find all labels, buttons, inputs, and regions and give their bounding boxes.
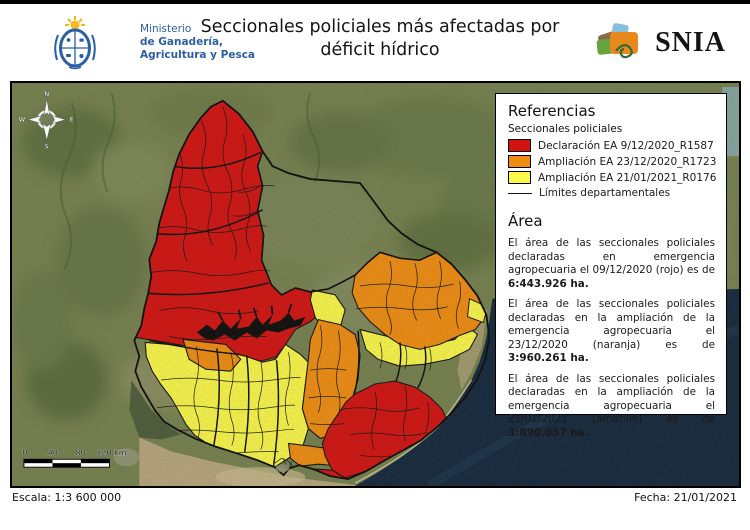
area-paragraph-text: El área de las seccionales policiales de… (508, 298, 715, 351)
compass-n-label: N (44, 91, 49, 98)
legend-item-label: Declaración EA 9/12/2020_R1587 (538, 139, 714, 152)
ministry-name-line3: Agricultura y Pesca (140, 49, 256, 62)
header: Ministerio de Ganadería, Agricultura y P… (0, 4, 750, 81)
legend-item-label: Ampliación EA 23/12/2020_R1723 (538, 155, 717, 168)
scale-label-80: 80 (76, 448, 86, 457)
map-title: Seccionales policiales más afectadas por… (195, 16, 565, 62)
area-value: 6:443.926 ha. (508, 277, 589, 290)
legend-item-label: Ampliación EA 21/01/2021_R0176 (538, 171, 717, 184)
ministry-name: Ministerio de Ganadería, Agricultura y P… (140, 23, 255, 62)
legend-title: Referencias (508, 102, 596, 120)
map-date-text: Fecha: 21/01/2021 (634, 491, 737, 504)
compass-w-label: W (19, 117, 26, 124)
legend-swatch-orange (508, 155, 531, 168)
map-title-line1: Seccionales policiales más afectadas por (200, 17, 560, 37)
area-paragraph-orange: El área de las seccionales policiales de… (508, 298, 715, 366)
map-scale-text: Escala: 1:3 600 000 (12, 491, 122, 504)
compass-s-label: S (45, 143, 49, 150)
legend-swatch-yellow (508, 171, 531, 184)
compass-e-label: E (70, 117, 74, 124)
compass-rose-icon: N E S W (19, 91, 74, 151)
ministry-name-line1: Ministerio (140, 22, 192, 35)
snia-brand: SNIA (596, 22, 726, 64)
footer: Escala: 1:3 600 000 Fecha: 21/01/2021 (0, 488, 750, 504)
ministry-brand: Ministerio de Ganadería, Agricultura y P… (52, 15, 255, 70)
legend-swatch-red (508, 139, 531, 152)
legend-item-label: Límites departamentales (539, 187, 671, 199)
ministry-crest-icon (54, 15, 96, 69)
map-title-line2: déficit hídrico (320, 40, 440, 61)
legend-item-ampliacion-1: Ampliación EA 23/12/2020_R1723 (508, 155, 717, 168)
scale-label-0: 0 (22, 448, 27, 457)
area-value: 3:890.057 ha. (508, 426, 589, 439)
scale-bar: 0 40 80 120 km (22, 448, 127, 468)
ministry-name-line2: de Ganadería, (140, 35, 224, 48)
map: N E S W 0 40 80 120 km (10, 81, 741, 488)
area-paragraph-text: El área de las seccionales policiales de… (508, 372, 715, 426)
area-paragraph-yellow: El área de las seccionales policiales de… (508, 373, 715, 441)
legend-item-departmental-limits: Límites departamentales (508, 187, 715, 199)
legend-item-ampliacion-2: Ampliación EA 21/01/2021_R0176 (508, 171, 717, 184)
snia-logo-icon (596, 23, 639, 59)
area-paragraph-red: El área de las seccionales policiales de… (508, 237, 715, 291)
scale-label-120km: 120 km (96, 448, 126, 457)
legend-item-declaration: Declaración EA 9/12/2020_R1587 (508, 139, 715, 152)
legend-panel: Referencias Seccionales policiales Decla… (495, 93, 727, 439)
top-border-bar (0, 0, 750, 4)
legend-subtitle: Seccionales policiales (508, 123, 623, 135)
area-section-title: Área (508, 212, 543, 230)
scale-label-40: 40 (48, 448, 58, 457)
area-value: 3:960.261 ha. (508, 352, 589, 365)
legend-line-sample (508, 192, 532, 194)
snia-wordmark: SNIA (655, 27, 726, 58)
area-paragraph-text: El área de las seccionales policiales de… (508, 237, 715, 277)
